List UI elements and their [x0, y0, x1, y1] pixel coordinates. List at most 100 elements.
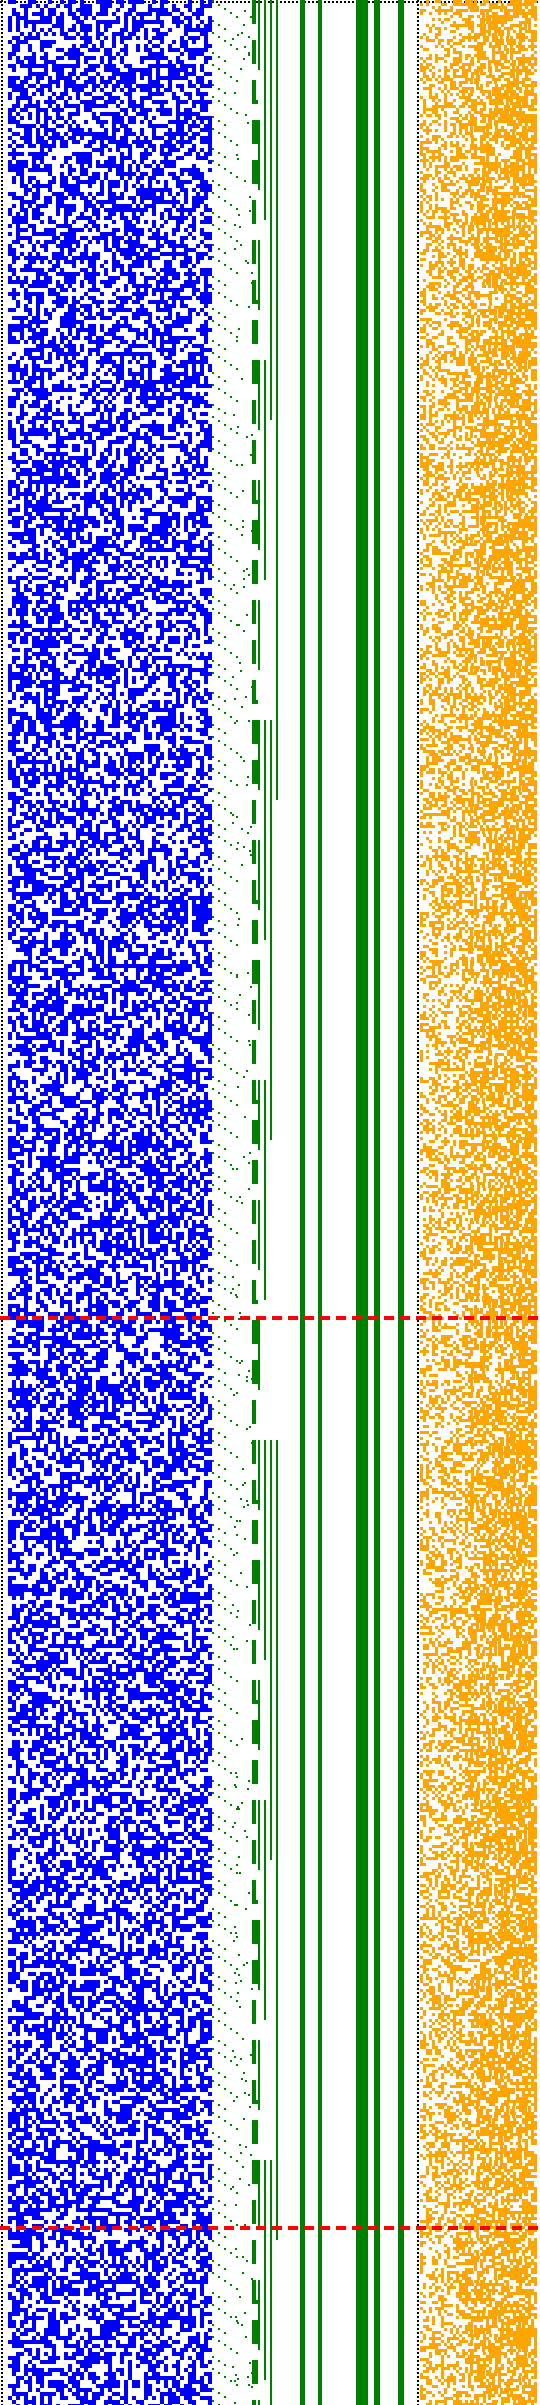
blue-pixel	[32, 664, 36, 668]
blue-pixel	[140, 248, 144, 252]
blue-pixel	[100, 200, 104, 204]
blue-pixel	[52, 336, 56, 340]
blue-pixel	[164, 704, 168, 708]
blue-pixel	[200, 180, 204, 184]
blue-pixel	[144, 460, 148, 464]
blue-pixel	[76, 228, 80, 232]
blue-pixel	[188, 148, 192, 152]
blue-pixel	[192, 596, 196, 600]
blue-pixel	[68, 252, 72, 256]
blue-pixel	[152, 28, 156, 32]
blue-pixel	[56, 280, 60, 284]
blue-pixel	[32, 156, 36, 160]
blue-pixel	[44, 196, 48, 200]
blue-pixel	[132, 172, 136, 176]
blue-pixel	[152, 704, 156, 708]
blue-pixel	[36, 280, 40, 284]
blue-pixel	[84, 336, 88, 340]
blue-pixel	[44, 704, 48, 708]
blue-pixel	[12, 80, 16, 84]
blue-pixel	[80, 4, 84, 8]
blue-pixel	[56, 676, 60, 680]
blue-pixel	[188, 8, 192, 12]
blue-pixel	[48, 664, 52, 668]
blue-pixel	[156, 500, 160, 504]
blue-pixel	[104, 128, 108, 132]
blue-pixel	[168, 424, 172, 428]
blue-pixel	[68, 204, 72, 208]
blue-pixel	[132, 68, 136, 72]
blue-pixel	[176, 68, 180, 72]
blue-pixel	[140, 156, 144, 160]
blue-pixel	[160, 48, 164, 52]
blue-pixel	[12, 404, 16, 408]
blue-pixel	[12, 328, 16, 332]
blue-pixel	[184, 448, 188, 452]
blue-pixel	[184, 620, 188, 624]
blue-pixel	[204, 24, 208, 28]
blue-pixel	[8, 680, 12, 684]
blue-pixel	[32, 368, 36, 372]
blue-pixel	[148, 316, 152, 320]
blue-pixel	[116, 16, 120, 20]
blue-pixel	[208, 80, 212, 84]
blue-pixel	[180, 236, 184, 240]
blue-pixel	[144, 196, 148, 200]
blue-pixel	[60, 396, 64, 400]
blue-pixel	[100, 704, 104, 708]
blue-pixel	[60, 460, 64, 464]
blue-pixel	[44, 328, 48, 332]
blue-pixel	[188, 392, 192, 396]
blue-pixel	[104, 360, 108, 364]
blue-pixel	[108, 216, 112, 220]
blue-pixel	[16, 392, 20, 396]
blue-pixel	[176, 216, 180, 220]
blue-pixel	[140, 292, 144, 296]
blue-pixel	[64, 352, 68, 356]
blue-pixel	[44, 652, 48, 656]
blue-pixel	[84, 244, 88, 248]
blue-pixel	[68, 540, 72, 544]
blue-pixel	[112, 684, 116, 688]
blue-pixel	[184, 140, 188, 144]
blue-pixel	[24, 256, 28, 260]
blue-pixel	[76, 16, 80, 20]
blue-pixel	[48, 220, 52, 224]
blue-pixel	[132, 652, 136, 656]
blue-pixel	[168, 524, 172, 528]
blue-pixel	[188, 600, 192, 604]
blue-pixel	[68, 188, 72, 192]
blue-pixel	[168, 240, 172, 244]
blue-pixel	[116, 612, 120, 616]
blue-pixel	[44, 504, 48, 508]
blue-pixel	[192, 456, 196, 460]
blue-pixel	[44, 556, 48, 560]
blue-pixel	[156, 584, 160, 588]
blue-pixel	[12, 272, 16, 276]
blue-pixel	[92, 576, 96, 580]
blue-pixel	[104, 556, 108, 560]
blue-pixel	[16, 100, 20, 104]
blue-pixel	[104, 272, 108, 276]
blue-pixel	[76, 64, 80, 68]
blue-pixel	[168, 376, 172, 380]
blue-pixel	[36, 252, 40, 256]
blue-pixel	[192, 28, 196, 32]
blue-pixel	[144, 424, 148, 428]
blue-pixel	[136, 636, 140, 640]
blue-pixel	[8, 500, 12, 504]
blue-pixel	[40, 532, 44, 536]
blue-pixel	[56, 672, 60, 676]
blue-pixel	[68, 340, 72, 344]
blue-pixel	[24, 532, 28, 536]
blue-pixel	[32, 340, 36, 344]
blue-pixel	[68, 460, 72, 464]
blue-pixel	[48, 104, 52, 108]
blue-pixel	[40, 592, 44, 596]
blue-pixel	[76, 628, 80, 632]
blue-pixel	[184, 168, 188, 172]
blue-pixel	[116, 168, 120, 172]
blue-pixel	[180, 388, 184, 392]
blue-pixel	[184, 260, 188, 264]
blue-pixel	[204, 708, 208, 712]
